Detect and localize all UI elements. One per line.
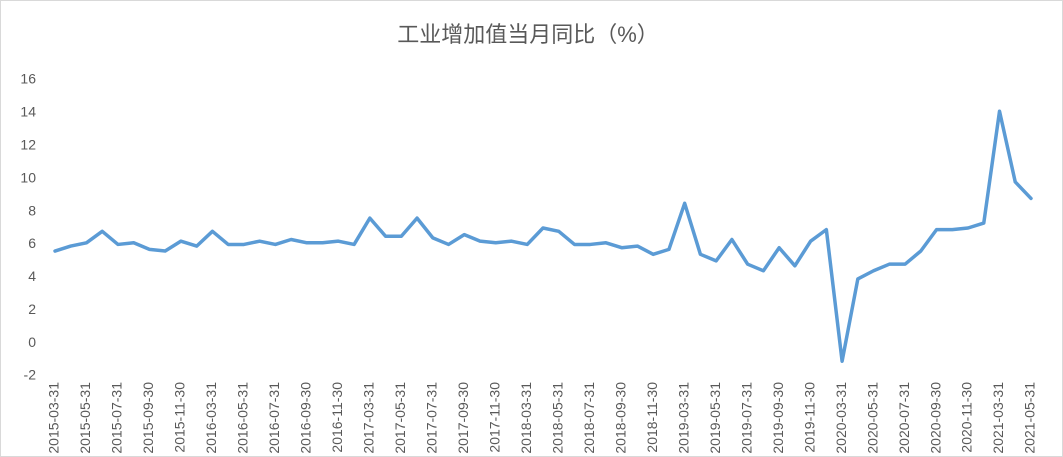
y-tick-label: 10 [20,169,36,185]
y-tick-label: 4 [28,268,36,284]
x-tick-label: 2019-05-31 [707,382,723,454]
x-tick-label: 2015-11-30 [172,382,188,453]
y-tick-label: 0 [28,334,36,350]
x-tick-label: 2020-05-31 [864,382,880,454]
y-tick-label: 12 [20,136,36,152]
x-tick-label: 2018-03-31 [518,382,534,454]
x-tick-label: 2020-11-30 [959,382,975,453]
y-tick-label: 16 [20,71,36,87]
x-tick-label: 2020-03-31 [833,382,849,454]
x-tick-label: 2017-07-31 [424,382,440,454]
y-tick-label: 8 [28,202,36,218]
x-tick-label: 2016-11-30 [329,382,345,453]
x-tick-label: 2015-05-31 [77,382,93,454]
y-tick-label: 14 [20,104,36,120]
x-tick-label: 2019-09-30 [770,382,786,454]
data-line [53,109,1033,363]
x-tick-label: 2020-07-31 [896,382,912,454]
chart-title: 工业增加值当月同比（%） [397,22,659,47]
x-tick-label: 2015-09-30 [140,382,156,454]
x-tick-label: 2017-09-30 [455,382,471,454]
x-tick-label: 2016-03-31 [203,382,219,454]
x-tick-label: 2017-05-31 [392,382,408,454]
x-tick-label: 2016-07-31 [266,382,282,454]
y-tick-label: 6 [28,235,36,251]
x-tick-label: 2019-03-31 [675,382,691,454]
x-tick-label: 2017-03-31 [361,382,377,454]
x-tick-label: 2021-03-31 [990,382,1006,454]
x-tick-label: 2018-07-31 [581,382,597,454]
x-tick-label: 2015-03-31 [46,382,62,454]
x-tick-label: 2019-11-30 [801,382,817,453]
y-tick-label: 2 [28,301,36,317]
x-tick-label: 2019-07-31 [738,382,754,454]
x-tick-label: 2018-05-31 [549,382,565,454]
x-tick-label: 2015-07-31 [109,382,125,454]
x-tick-label: 2020-09-30 [927,382,943,454]
x-tick-label: 2016-05-31 [235,382,251,454]
x-tick-label: 2021-05-31 [1022,382,1038,454]
x-tick-label: 2018-09-30 [612,382,628,454]
x-tick-label: 2017-11-30 [486,382,502,453]
y-tick-label: -2 [24,367,37,383]
x-tick-label: 2018-11-30 [644,382,660,453]
x-tick-label: 2016-09-30 [298,382,314,454]
